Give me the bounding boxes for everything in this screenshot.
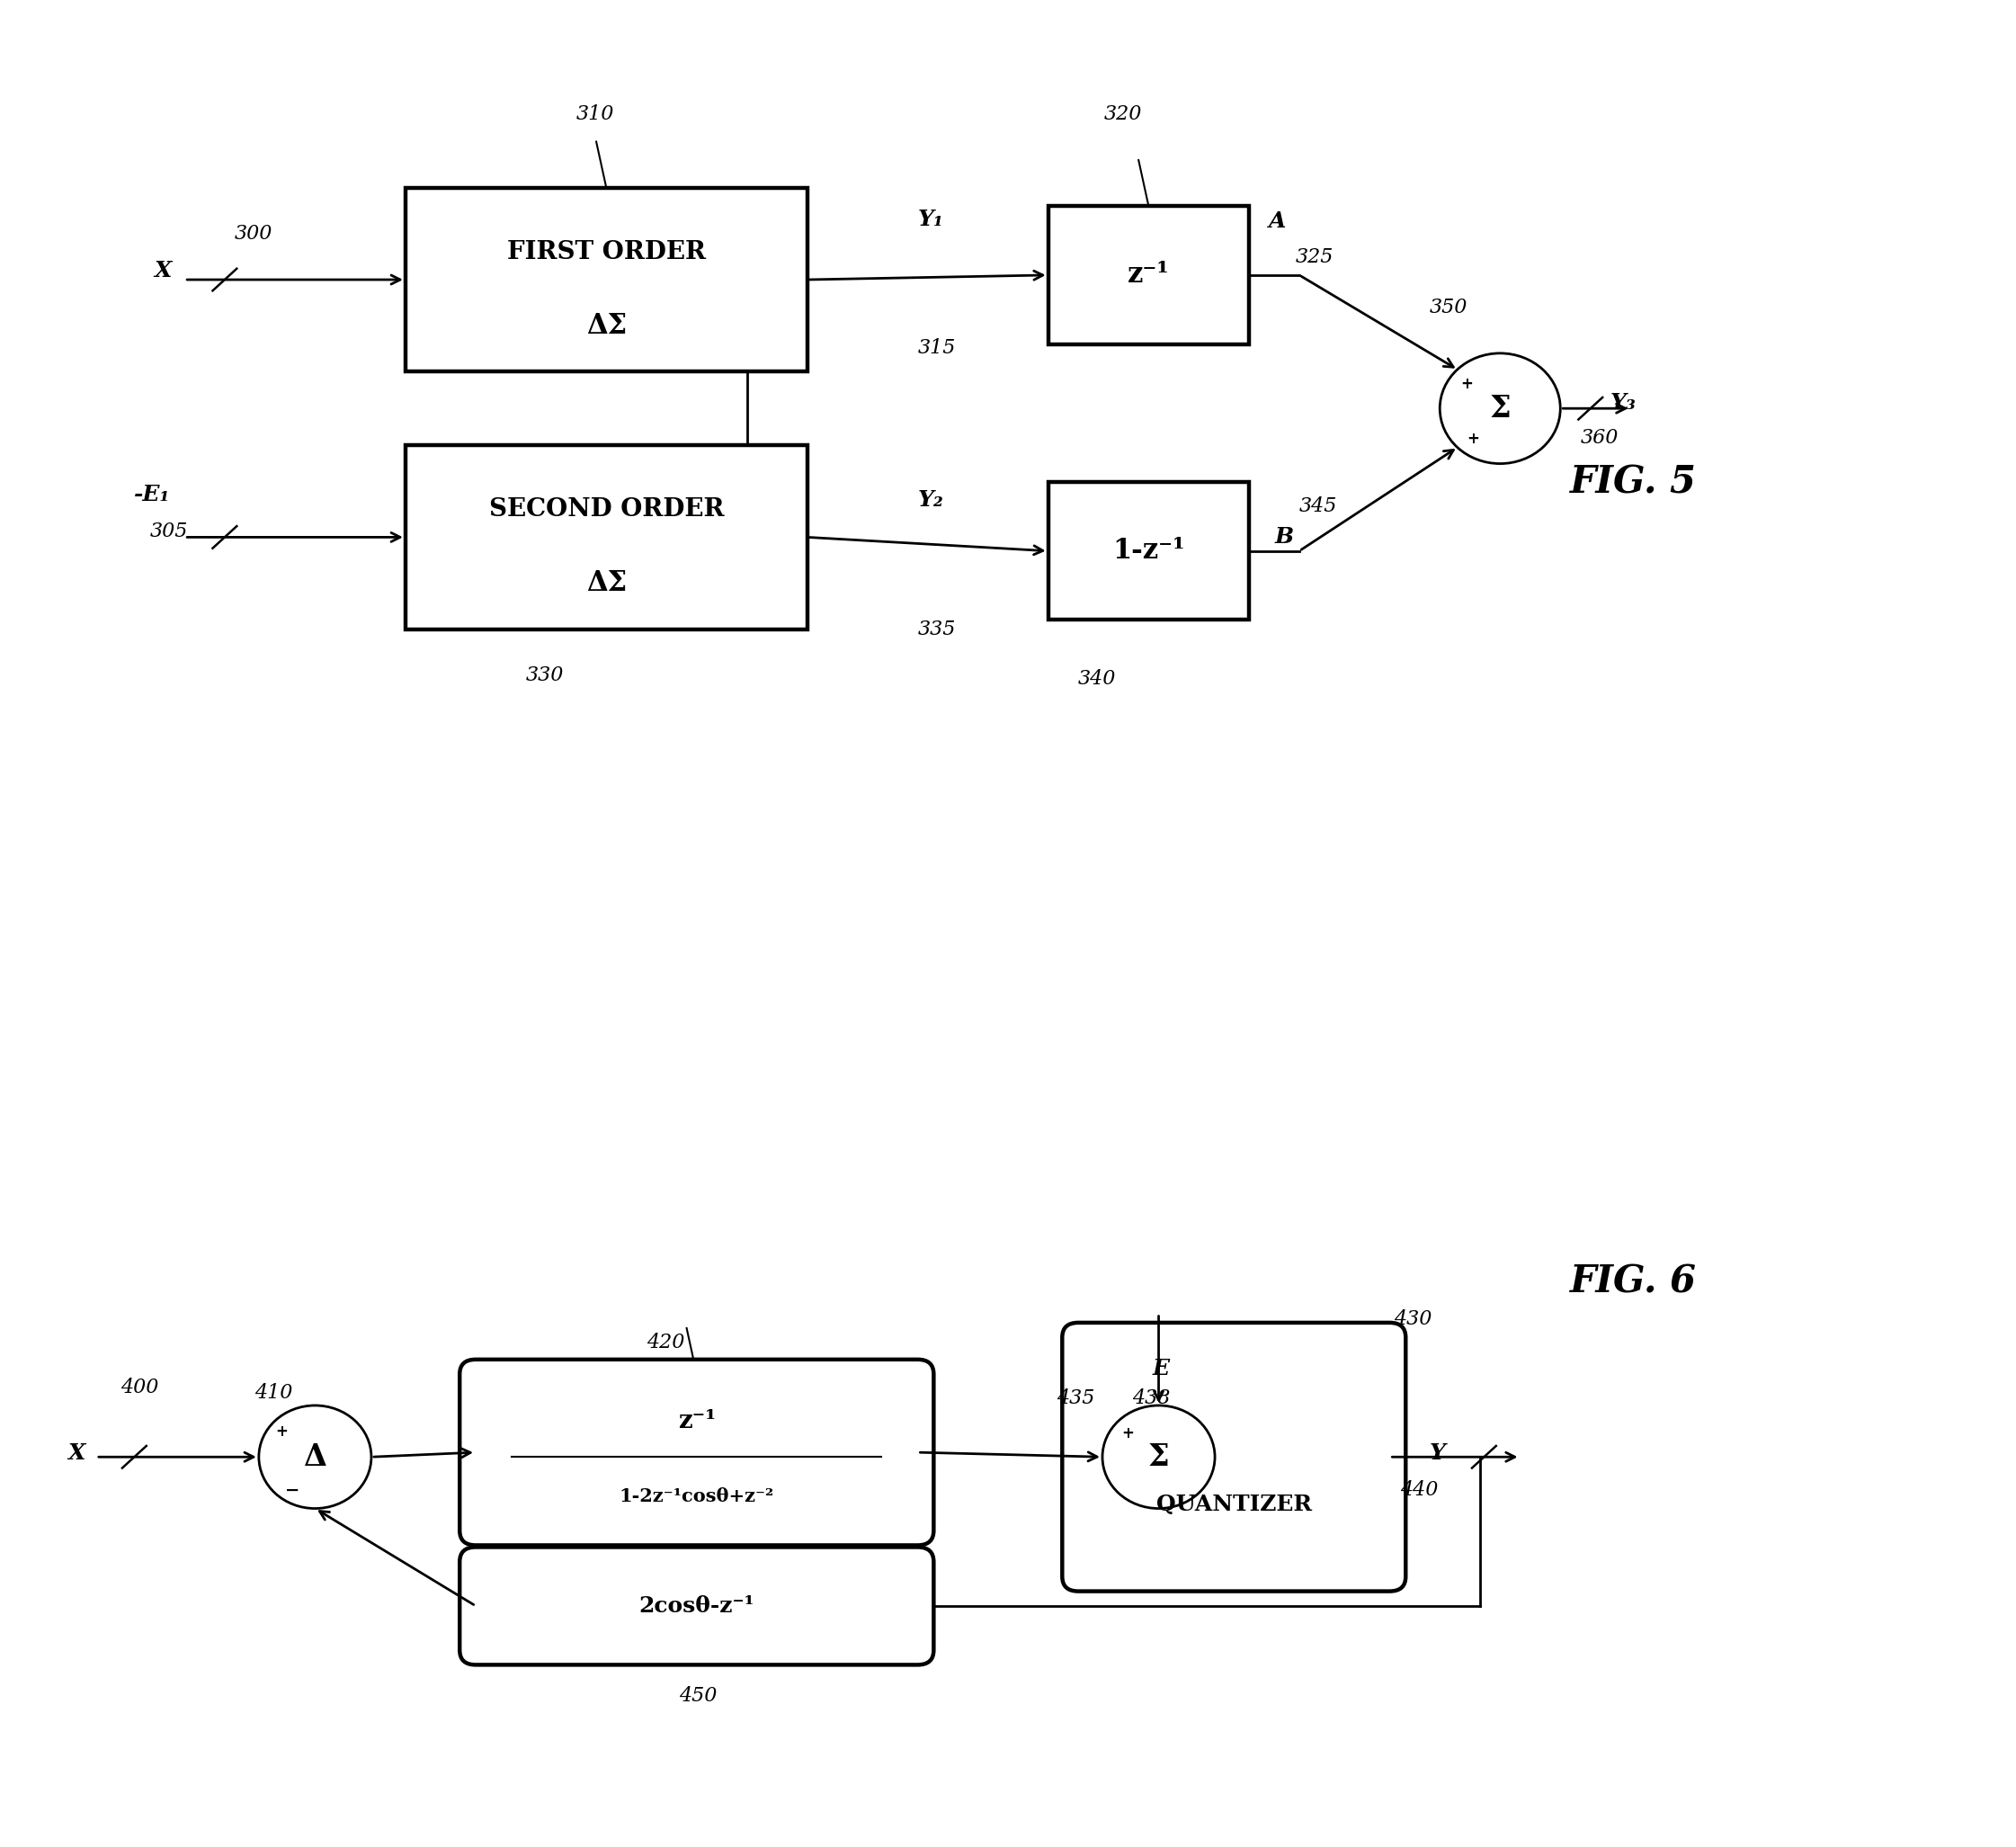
Circle shape	[1439, 353, 1560, 464]
Text: FIG. 5: FIG. 5	[1570, 464, 1697, 501]
Text: Σ: Σ	[1490, 393, 1510, 423]
Text: ΔΣ: ΔΣ	[587, 569, 627, 597]
Text: SECOND ORDER: SECOND ORDER	[488, 497, 724, 521]
Text: 440: 440	[1399, 1479, 1437, 1500]
Text: E: E	[1153, 1358, 1169, 1380]
Circle shape	[1103, 1406, 1216, 1509]
Text: 350: 350	[1429, 297, 1468, 318]
Text: 340: 340	[1079, 669, 1117, 689]
Text: 410: 410	[254, 1383, 292, 1402]
Text: +: +	[1468, 430, 1480, 447]
Text: Y₃: Y₃	[1611, 392, 1637, 414]
Text: Y: Y	[1429, 1443, 1445, 1465]
Text: X: X	[69, 1443, 85, 1465]
Bar	[405, 445, 806, 630]
Text: 1-z⁻¹: 1-z⁻¹	[1113, 537, 1185, 565]
Text: 438: 438	[1133, 1389, 1171, 1407]
Text: 305: 305	[151, 523, 187, 541]
Text: 330: 330	[526, 665, 564, 685]
Text: +: +	[1462, 375, 1474, 392]
Text: 325: 325	[1294, 247, 1333, 268]
Text: 435: 435	[1056, 1389, 1095, 1407]
Text: QUANTIZER: QUANTIZER	[1155, 1494, 1312, 1516]
Text: 450: 450	[679, 1686, 718, 1707]
Circle shape	[258, 1406, 371, 1509]
Text: Y₂: Y₂	[917, 489, 943, 512]
FancyBboxPatch shape	[460, 1359, 933, 1546]
Text: 335: 335	[917, 619, 956, 639]
Text: 400: 400	[121, 1378, 159, 1396]
Text: z⁻¹: z⁻¹	[677, 1409, 716, 1433]
FancyBboxPatch shape	[1062, 1322, 1405, 1592]
Text: Σ: Σ	[1147, 1443, 1169, 1472]
Text: +: +	[1121, 1426, 1133, 1443]
Text: FIRST ORDER: FIRST ORDER	[506, 240, 706, 264]
Text: B: B	[1276, 526, 1294, 549]
Bar	[1048, 207, 1250, 344]
Text: X: X	[155, 260, 171, 281]
Text: FIG. 6: FIG. 6	[1570, 1263, 1697, 1300]
Text: 360: 360	[1581, 429, 1619, 447]
Text: -E₁: -E₁	[135, 484, 171, 506]
Text: −: −	[284, 1481, 300, 1500]
Text: 2cosθ-z⁻¹: 2cosθ-z⁻¹	[639, 1596, 754, 1616]
Text: Δ: Δ	[304, 1443, 327, 1472]
Text: 300: 300	[234, 223, 272, 244]
Text: A: A	[1270, 211, 1286, 231]
Bar	[405, 188, 806, 371]
Text: 1-2z⁻¹cosθ+z⁻²: 1-2z⁻¹cosθ+z⁻²	[619, 1487, 774, 1505]
Bar	[1048, 482, 1250, 621]
FancyBboxPatch shape	[460, 1548, 933, 1664]
Text: 430: 430	[1393, 1310, 1431, 1328]
Text: z⁻¹: z⁻¹	[1127, 260, 1169, 288]
Text: 320: 320	[1105, 103, 1143, 124]
Text: ΔΣ: ΔΣ	[587, 312, 627, 340]
Text: +: +	[274, 1422, 288, 1439]
Text: 315: 315	[917, 338, 956, 358]
Text: 310: 310	[577, 103, 615, 124]
Text: 345: 345	[1298, 497, 1337, 515]
Text: 420: 420	[647, 1334, 685, 1352]
Text: Y₁: Y₁	[917, 209, 943, 229]
